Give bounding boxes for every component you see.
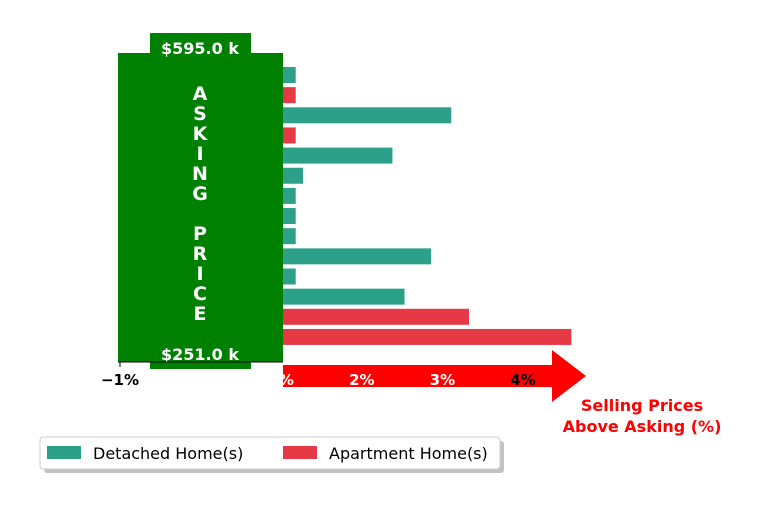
legend: [39, 436, 501, 470]
bar-detached-0: [281, 67, 296, 83]
bar-detached-8: [281, 228, 296, 245]
asking-price-panel: [118, 53, 283, 362]
bar-detached-2: [281, 107, 452, 124]
bar-apartment-13: [281, 328, 572, 345]
bar-detached-7: [281, 208, 296, 225]
bar-detached-4: [281, 147, 393, 164]
legend-label-apartment: Apartment Home(s): [329, 444, 488, 463]
x-axis-arrow: [283, 350, 586, 402]
x-tick-label: 1%: [268, 371, 293, 389]
legend-swatch-apartment: [283, 446, 317, 459]
x-tick-label: −1%: [101, 371, 139, 389]
x-tick-label: 2%: [349, 371, 374, 389]
legend-label-detached: Detached Home(s): [93, 444, 243, 463]
bar-detached-6: [281, 187, 296, 204]
bottom-value-box: [150, 341, 251, 369]
x-tick-label: 3%: [430, 371, 455, 389]
bottom-value-label: $251.0 k: [161, 345, 239, 364]
x-tick-label: 4%: [510, 371, 535, 389]
bar-apartment-12: [281, 308, 469, 325]
top-value-label: $595.0 k: [161, 39, 239, 58]
bar-apartment-3: [281, 127, 296, 144]
x-axis-label: Selling Prices Above Asking (%): [563, 396, 722, 436]
bar-detached-9: [281, 248, 432, 265]
bar-apartment-1: [281, 87, 296, 104]
bar-detached-10: [281, 268, 296, 285]
bar-detached-11: [281, 288, 405, 305]
top-value-box: [150, 33, 251, 61]
legend-swatch-detached: [47, 446, 81, 459]
bar-detached-5: [281, 167, 303, 184]
